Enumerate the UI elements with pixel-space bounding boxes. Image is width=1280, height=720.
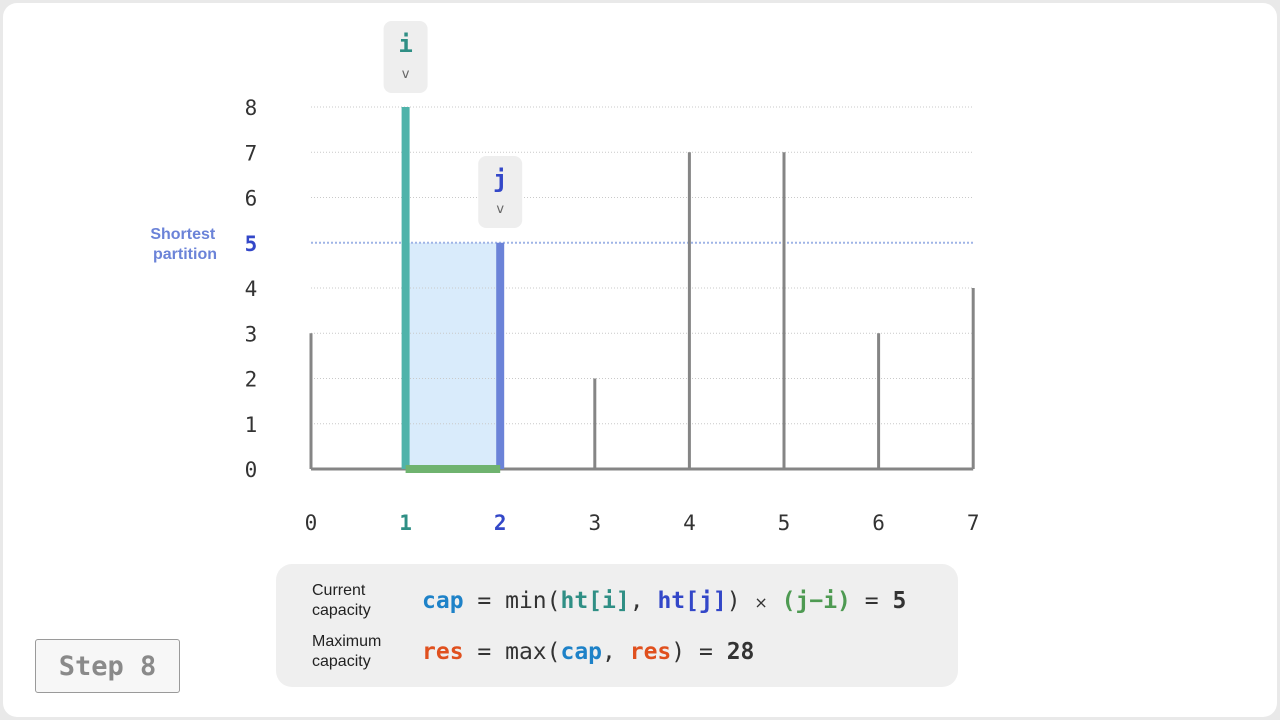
pointer-i-label: i — [398, 30, 412, 58]
pointer-j-arrow: v — [496, 202, 504, 217]
pointer-i-arrow: v — [402, 67, 410, 82]
equals-sign: = — [850, 588, 893, 614]
y-tick-label-0: 0 — [245, 458, 258, 482]
y-tick-label-6: 6 — [245, 187, 258, 211]
comma: , — [602, 639, 630, 665]
step-badge: Step 8 — [35, 639, 180, 693]
formula-panel: Current capacity cap = min(ht[i], ht[j])… — [276, 564, 958, 687]
ht-i-term: ht[i] — [560, 588, 630, 614]
close-paren: ) — [671, 639, 686, 665]
current-capacity-formula: cap = min(ht[i], ht[j]) × (j−i) = 5 — [422, 588, 906, 614]
ht-j-term: ht[j] — [657, 588, 727, 614]
res-term: res — [629, 639, 672, 665]
x-tick-label-7: 7 — [967, 511, 980, 535]
pointer-j: jv — [478, 156, 523, 228]
y-tick-label-5: 5 — [245, 232, 258, 256]
pointer-i: iv — [383, 21, 428, 93]
cap-term: cap — [422, 588, 464, 614]
comma: , — [629, 588, 658, 614]
j-minus-i-term: (j−i) — [781, 588, 851, 614]
current-capacity-value: 5 — [892, 588, 907, 614]
maximum-capacity-row: Maximum capacity res = max(cap, res) = 2… — [312, 630, 754, 674]
y-tick-label-7: 7 — [245, 141, 258, 165]
shortest-partition-label: Shortest partition — [150, 226, 219, 263]
pointer-i-box — [383, 21, 428, 93]
pointer-j-box — [478, 156, 523, 228]
x-tick-label-6: 6 — [872, 511, 885, 535]
cap-term: cap — [560, 639, 603, 665]
x-tick-label-3: 3 — [588, 511, 601, 535]
maximum-capacity-label: Maximum capacity — [312, 633, 382, 670]
y-tick-label-4: 4 — [245, 277, 258, 301]
spacer — [768, 588, 782, 614]
close-paren: ) — [726, 588, 755, 614]
pointer-j-label: j — [493, 165, 507, 193]
times-sign: × — [754, 593, 768, 612]
y-tick-label-1: 1 — [245, 413, 258, 437]
y-tick-label-3: 3 — [245, 322, 258, 346]
maximum-capacity-formula: res = max(cap, res) = 28 — [422, 639, 754, 665]
max-function: max( — [505, 639, 561, 665]
x-tick-label-0: 0 — [305, 511, 318, 535]
current-capacity-label: Current capacity — [312, 582, 371, 619]
x-tick-label-5: 5 — [778, 511, 791, 535]
res-term: res — [422, 639, 464, 665]
maximum-capacity-value: 28 — [726, 639, 755, 665]
y-tick-label-8: 8 — [245, 96, 258, 120]
current-capacity-row: Current capacity cap = min(ht[i], ht[j])… — [312, 579, 906, 623]
equals-sign: = — [463, 639, 506, 665]
x-tick-label-2: 2 — [494, 511, 507, 535]
x-tick-label-4: 4 — [683, 511, 696, 535]
equals-sign: = — [685, 639, 727, 665]
min-function: min( — [505, 588, 561, 614]
y-tick-label-2: 2 — [245, 368, 258, 392]
equals-sign: = — [463, 588, 506, 614]
capacity-area — [405, 242, 501, 469]
x-tick-label-1: 1 — [399, 511, 412, 535]
